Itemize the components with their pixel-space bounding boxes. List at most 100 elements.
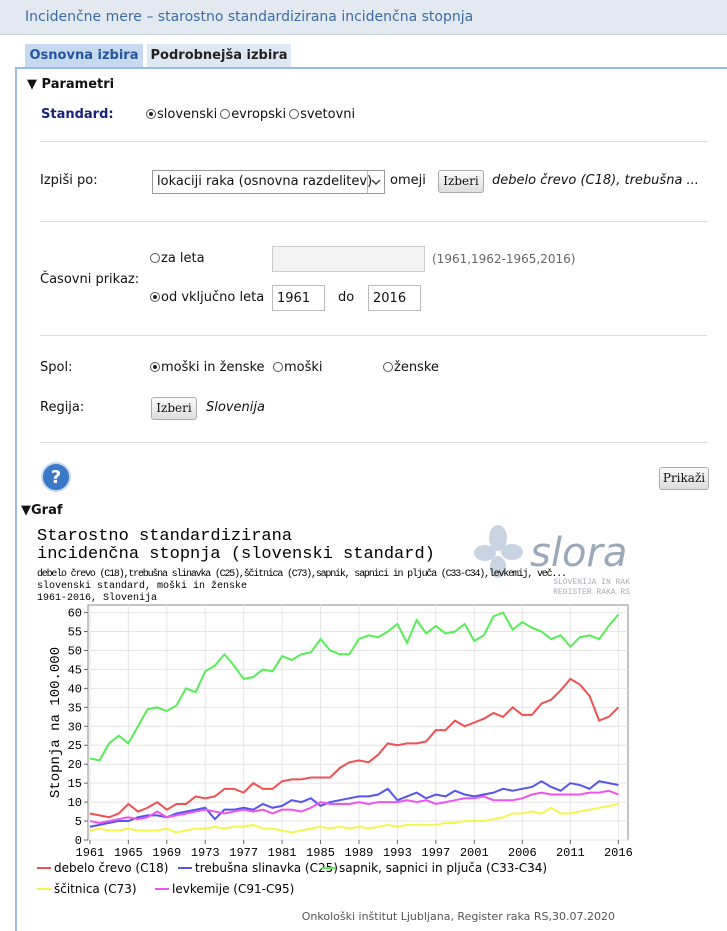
y-axis-label: Stopnja na 100.000	[48, 647, 64, 798]
chart-bg	[35, 522, 635, 926]
x-tick-label: 2001	[460, 846, 489, 860]
text-input[interactable]: 1961	[272, 285, 325, 311]
header-bar	[0, 0, 727, 35]
radio[interactable]	[150, 362, 160, 372]
radio-label: od vključno leta	[161, 290, 265, 305]
hint: (1961,1962-1965,2016)	[432, 252, 576, 266]
radio-label: evropski	[231, 107, 287, 122]
tab[interactable]: Podrobnejša izbira	[147, 44, 291, 67]
divider	[40, 335, 707, 336]
series-line	[89, 677, 620, 819]
submit-button[interactable]: Prikaži	[659, 467, 709, 490]
radio-option[interactable]: za leta	[150, 251, 205, 266]
y-tick-label: 60	[68, 607, 82, 621]
text-input[interactable]: 2016	[368, 285, 421, 311]
selection-text: Slovenija	[206, 400, 265, 415]
help-icon[interactable]: ?	[40, 461, 72, 493]
x-tick-label: 1985	[306, 846, 335, 860]
y-tick-label: 5	[75, 815, 82, 829]
y-tick-label: 0	[75, 834, 82, 848]
tab[interactable]: Osnovna izbira	[25, 44, 143, 67]
y-tick-label: 35	[68, 701, 82, 715]
radio[interactable]	[150, 253, 160, 263]
divider	[40, 141, 707, 142]
x-tick-label: 2006	[508, 846, 537, 860]
chart-title: incidenčna stopnja (slovenski standard)	[37, 545, 435, 564]
button[interactable]: Izberi	[438, 170, 484, 193]
x-tick-label: 1961	[76, 846, 105, 860]
legend-label: sapnik, sapnici in pljuča (C33-C34)	[339, 861, 547, 875]
divider	[40, 442, 707, 443]
logo-line: SLOVENIJA IN RAK	[553, 578, 630, 587]
y-tick-label: 50	[68, 644, 82, 658]
select-value: lokaciji raka (osnovna razdelitev)	[157, 174, 373, 189]
select-arrow	[367, 171, 381, 193]
x-tick-label: 2011	[556, 846, 585, 860]
radio[interactable]	[220, 109, 231, 119]
radio-group: slovenski evropski svetovni	[146, 107, 358, 122]
x-tick-label: 1989	[345, 846, 374, 860]
x-tick-label: 1993	[383, 846, 412, 860]
button[interactable]: Izberi	[151, 397, 197, 420]
y-tick-label: 20	[68, 758, 82, 772]
label: do	[338, 290, 355, 305]
x-tick-label: 1977	[229, 846, 258, 860]
radio-option[interactable]: od vključno leta	[150, 290, 264, 305]
radio-label: slovenski	[157, 107, 218, 122]
radio-label: moški in ženske	[161, 360, 265, 375]
radio[interactable]	[289, 109, 300, 119]
series-line	[89, 789, 619, 824]
header-title: Incidenčne mere – starostno standardizir…	[25, 9, 474, 25]
chart-subtitle: debelo črevo (C18),trebušna slinavka (C2…	[37, 568, 567, 580]
section-toggle[interactable]: ▼Graf	[21, 503, 63, 518]
label: Standard:	[41, 107, 114, 122]
y-tick-label: 10	[68, 796, 82, 810]
svg-text:?: ?	[51, 467, 61, 488]
chart-subtitle: 1961-2016, Slovenija	[37, 592, 157, 604]
divider	[40, 221, 707, 222]
radio-option[interactable]: svetovni	[289, 107, 355, 122]
radio-option[interactable]: moški	[273, 360, 323, 375]
radio[interactable]	[150, 292, 160, 302]
radio-option[interactable]: moški in ženske	[150, 360, 265, 375]
radio-label: ženske	[394, 360, 439, 375]
y-tick-label: 55	[68, 626, 82, 640]
x-tick-label: 1969	[152, 846, 181, 860]
radio[interactable]	[383, 362, 393, 372]
x-tick-label: 2016	[604, 846, 633, 860]
radio-label: za leta	[161, 251, 205, 266]
logo-name: slora	[530, 530, 627, 576]
series-line	[89, 803, 619, 834]
text-input[interactable]	[272, 246, 425, 272]
section-title: Graf	[31, 503, 63, 518]
section-toggle[interactable]: ▼ Parametri	[27, 77, 115, 92]
x-tick-label: 1981	[268, 846, 297, 860]
series-line	[89, 780, 619, 828]
label: omeji	[390, 173, 426, 188]
tab-line	[15, 67, 727, 69]
radio[interactable]	[146, 109, 156, 119]
section-title: Parametri	[41, 77, 115, 92]
y-tick-label: 45	[68, 663, 82, 677]
panel-border	[15, 67, 17, 931]
label: Regija:	[40, 400, 85, 415]
y-tick-label: 30	[68, 720, 82, 734]
y-tick-label: 15	[68, 777, 82, 791]
radio-option[interactable]: ženske	[383, 360, 439, 375]
logo	[474, 525, 523, 578]
chart-footer: Onkološki inštitut Ljubljana, Register r…	[302, 910, 615, 923]
x-tick-label: 1965	[114, 846, 143, 860]
chart-title: Starostno standardizirana	[37, 527, 292, 546]
logo-line: REGISTER RAKA RS	[553, 588, 630, 597]
radio-option[interactable]: evropski	[220, 107, 286, 122]
radio-option[interactable]: slovenski	[146, 107, 217, 122]
chart-subtitle: slovenski standard, moški in ženske	[37, 580, 247, 592]
radio[interactable]	[273, 362, 283, 372]
select[interactable]: lokaciji raka (osnovna razdelitev)	[152, 170, 385, 194]
label: Izpiši po:	[40, 173, 98, 188]
label: Časovni prikaz:	[40, 272, 140, 287]
x-tick-label: 1973	[191, 846, 220, 860]
legend-label: debelo črevo (C18)	[54, 861, 168, 875]
label: Spol:	[40, 360, 73, 375]
